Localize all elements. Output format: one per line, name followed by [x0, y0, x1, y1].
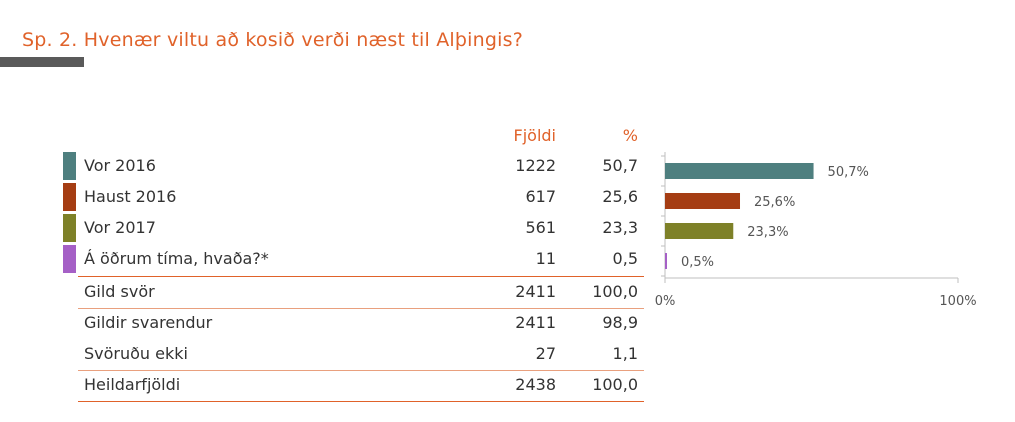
table-row: Gildir svarendur 2411 98,9 — [78, 308, 644, 339]
table-row: Vor 2016 1222 50,7 — [78, 151, 644, 182]
bar-label-4: 0,5% — [681, 255, 714, 270]
row-label: Heildarfjöldi — [84, 375, 181, 394]
row-pct: 25,6 — [602, 187, 638, 206]
title-accent-bar — [0, 57, 84, 67]
page-title: Sp. 2. Hvenær viltu að kosið verði næst … — [22, 29, 523, 51]
x-tick-label-1: 100% — [939, 294, 976, 309]
legend-swatch-other-time — [63, 245, 76, 273]
row-count: 2411 — [515, 313, 556, 332]
bar-3 — [665, 223, 734, 239]
bar-1 — [665, 163, 814, 179]
bar-label-2: 25,6% — [754, 195, 795, 210]
bar-2 — [665, 193, 741, 209]
row-pct: 50,7 — [602, 156, 638, 175]
bar-label-3: 23,3% — [747, 225, 788, 240]
row-pct: 1,1 — [612, 344, 638, 363]
header-count: Fjöldi — [513, 126, 556, 145]
row-pct: 23,3 — [602, 218, 638, 237]
row-label: Á öðrum tíma, hvaða?* — [84, 249, 269, 268]
row-count: 1222 — [515, 156, 556, 175]
row-label: Gild svör — [84, 282, 155, 301]
row-pct: 0,5 — [612, 249, 638, 268]
table-row: Svöruðu ekki 27 1,1 — [78, 339, 644, 370]
row-label: Vor 2016 — [84, 156, 156, 175]
row-pct: 100,0 — [592, 375, 638, 394]
table-row: Haust 2016 617 25,6 — [78, 182, 644, 213]
legend-swatch-haust-2016 — [63, 183, 76, 211]
x-tick-label-0: 0% — [655, 294, 676, 309]
table-row: Gild svör 2411 100,0 — [78, 277, 644, 308]
row-label: Svöruðu ekki — [84, 344, 188, 363]
row-count: 2438 — [515, 375, 556, 394]
divider — [78, 370, 644, 371]
table-row: Heildarfjöldi 2438 100,0 — [78, 370, 644, 401]
table-row: Á öðrum tíma, hvaða?* 11 0,5 — [78, 244, 644, 275]
divider — [78, 276, 644, 277]
row-pct: 98,9 — [602, 313, 638, 332]
row-count: 2411 — [515, 282, 556, 301]
table-row: Vor 2017 561 23,3 — [78, 213, 644, 244]
row-count: 561 — [525, 218, 556, 237]
divider — [78, 401, 644, 402]
row-count: 11 — [535, 249, 556, 268]
bar-chart: 50,7% 25,6% 23,3% 0,5% 0% 100% — [655, 152, 977, 309]
row-pct: 100,0 — [592, 282, 638, 301]
legend-swatch-vor-2017 — [63, 214, 76, 242]
row-label: Gildir svarendur — [84, 313, 213, 332]
header-pct: % — [622, 126, 638, 145]
row-count: 617 — [525, 187, 556, 206]
divider — [78, 308, 644, 309]
row-count: 27 — [535, 344, 556, 363]
bar-label-1: 50,7% — [828, 165, 869, 180]
row-label: Haust 2016 — [84, 187, 177, 206]
row-label: Vor 2017 — [84, 218, 156, 237]
legend-swatch-vor-2016 — [63, 152, 76, 180]
bar-4 — [665, 253, 667, 269]
